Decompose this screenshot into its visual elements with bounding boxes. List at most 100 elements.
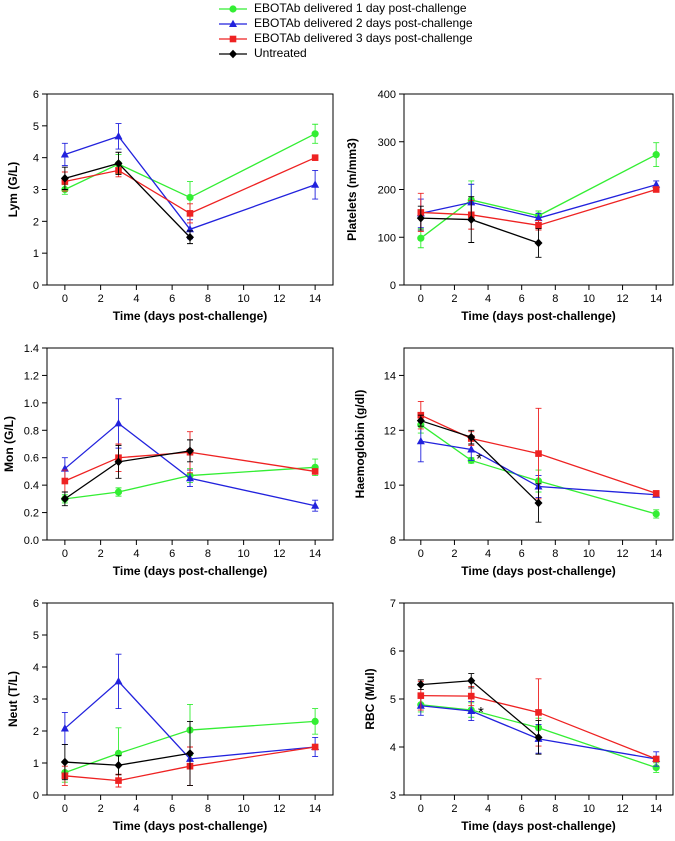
legend-marker: [229, 19, 237, 27]
x-tick-label: 10: [238, 293, 250, 305]
x-tick-label: 6: [169, 548, 175, 560]
y-tick-label: 0.4: [24, 480, 39, 492]
y-tick-label: 6: [33, 598, 39, 610]
x-tick-label: 4: [485, 803, 491, 815]
x-tick-label: 14: [309, 548, 321, 560]
y-tick-label: 0.8: [24, 425, 39, 437]
series-line: [64, 157, 316, 215]
y-tick-label: 14: [384, 370, 396, 382]
x-tick-label: 0: [62, 548, 68, 560]
data-point: [114, 419, 123, 427]
x-tick-label: 10: [238, 803, 250, 815]
data-point: [467, 445, 476, 453]
data-point: [416, 416, 425, 425]
x-tick-label: 8: [552, 803, 558, 815]
data-point: [114, 457, 123, 467]
legend-swatch-untreated: [218, 47, 248, 59]
data-point: [652, 151, 660, 159]
series-line: [64, 162, 191, 238]
y-tick-label: 7: [390, 598, 396, 610]
y-tick-label: 200: [378, 185, 396, 197]
series-line: [420, 414, 657, 494]
x-tick-label: 12: [273, 803, 285, 815]
x-tick-label: 8: [552, 548, 558, 560]
data-point: [652, 180, 661, 188]
legend-swatch-graphic: [219, 19, 247, 27]
x-axis-label: Time (days post-challenge): [461, 309, 615, 323]
y-tick-label: 5: [33, 630, 39, 642]
y-tick-label: 6: [390, 646, 396, 658]
series-line: [420, 184, 657, 219]
series-line: [420, 217, 539, 244]
data-point: [416, 680, 425, 689]
data-point: [114, 677, 123, 685]
x-tick-label: 0: [62, 293, 68, 305]
data-point: [467, 692, 475, 700]
x-tick-label: 6: [519, 293, 525, 305]
x-tick-label: 2: [98, 803, 104, 815]
x-tick-label: 6: [169, 803, 175, 815]
x-tick-label: 0: [62, 803, 68, 815]
x-tick-label: 4: [133, 293, 139, 305]
x-tick-label: 6: [169, 293, 175, 305]
data-point: [311, 468, 319, 475]
x-tick-label: 4: [485, 293, 491, 305]
data-point: [652, 755, 660, 763]
x-tick-label: 0: [418, 803, 424, 815]
data-point: [417, 234, 425, 242]
y-tick-label: 2: [33, 726, 39, 738]
data-point: [534, 733, 543, 742]
y-tick-label: 1: [33, 248, 39, 260]
y-tick-label: 1.4: [24, 343, 39, 355]
series-line: [420, 694, 657, 760]
data-point: [416, 213, 425, 223]
plot-frame: [46, 347, 334, 541]
data-point: [311, 130, 319, 138]
y-tick-label: 0.0: [24, 535, 39, 547]
y-axis-label: Haemoglobin (g/dl): [353, 390, 367, 499]
x-tick-label: 10: [583, 548, 595, 560]
x-axis-label: Time (days post-challenge): [113, 564, 267, 578]
y-tick-label: 10: [384, 480, 396, 492]
x-tick-label: 12: [616, 548, 628, 560]
x-tick-label: 10: [238, 548, 250, 560]
y-tick-label: 300: [378, 137, 396, 149]
data-point: [115, 777, 122, 784]
x-tick-label: 12: [273, 293, 285, 305]
legend-label-untreated: Untreated: [254, 45, 307, 60]
x-tick-label: 8: [205, 293, 211, 305]
data-point: [114, 159, 123, 168]
plot-frame: [403, 347, 674, 541]
x-tick-label: 6: [519, 803, 525, 815]
significance-asterisk: *: [478, 704, 484, 721]
data-point: [416, 436, 425, 445]
data-point: [186, 210, 194, 217]
x-tick-label: 2: [451, 803, 457, 815]
data-point: [114, 132, 123, 140]
chart-panel-6: 0 2 4 6 8 10 12 14 3 4 5 6 7 Time (days post-challeng…: [363, 598, 674, 833]
y-tick-label: 0: [33, 790, 39, 802]
x-tick-label: 2: [98, 548, 104, 560]
y-tick-label: 4: [33, 153, 39, 165]
data-point: [311, 154, 319, 161]
x-tick-label: 4: [485, 548, 491, 560]
y-tick-label: 100: [378, 232, 396, 244]
legend-swatch-2day: [218, 17, 248, 29]
data-point: [114, 488, 123, 496]
series-line: [64, 752, 191, 766]
data-point: [652, 186, 660, 193]
data-point: [467, 215, 476, 224]
y-tick-label: 400: [378, 89, 396, 101]
y-tick-label: 0: [33, 280, 39, 292]
y-tick-label: 3: [33, 185, 39, 197]
x-tick-label: 0: [418, 293, 424, 305]
legend-swatch-graphic: [219, 49, 247, 58]
legend-marker: [229, 4, 237, 13]
data-point: [535, 709, 542, 716]
x-tick-label: 6: [519, 548, 525, 560]
series-line: [64, 135, 316, 231]
y-tick-label: 4: [390, 742, 396, 754]
data-point: [311, 501, 320, 509]
series-line: [64, 422, 316, 507]
